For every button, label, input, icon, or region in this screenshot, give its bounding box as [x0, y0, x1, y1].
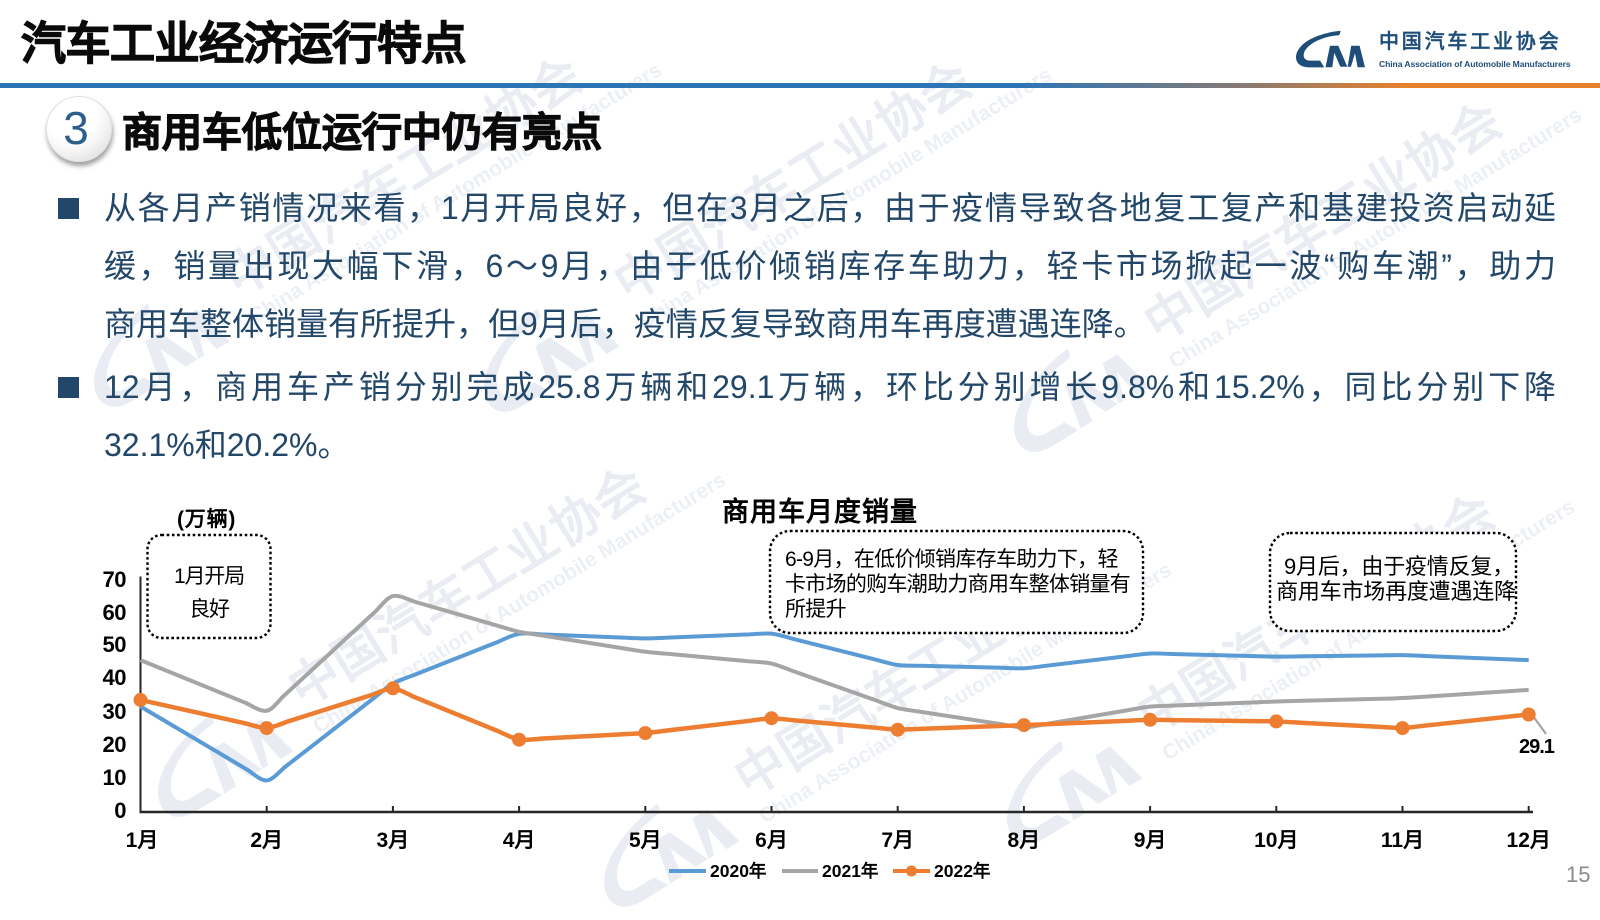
svg-text:30: 30: [103, 699, 127, 724]
svg-text:(万辆): (万辆): [177, 507, 236, 531]
svg-text:3月: 3月: [377, 829, 410, 852]
svg-text:2021年: 2021年: [822, 861, 879, 881]
svg-text:29.1: 29.1: [1519, 736, 1555, 758]
svg-text:7月: 7月: [881, 829, 914, 852]
svg-text:商用车市场再度遭遇连降: 商用车市场再度遭遇连降: [1276, 579, 1516, 604]
svg-text:9月后，由于疫情反复，: 9月后，由于疫情反复，: [1284, 554, 1514, 579]
svg-text:50: 50: [103, 632, 127, 657]
svg-text:商用车月度销量: 商用车月度销量: [722, 496, 918, 527]
svg-text:11月: 11月: [1381, 829, 1424, 852]
svg-text:5月: 5月: [629, 829, 662, 852]
svg-text:1月开局: 1月开局: [174, 565, 244, 588]
svg-text:40: 40: [103, 665, 127, 690]
svg-text:6月: 6月: [755, 829, 788, 852]
svg-text:12月: 12月: [1507, 829, 1551, 852]
svg-text:8月: 8月: [1008, 829, 1041, 852]
svg-text:10: 10: [103, 765, 127, 790]
svg-text:20: 20: [103, 732, 127, 757]
svg-text:10月: 10月: [1254, 829, 1298, 852]
svg-text:良好: 良好: [189, 598, 230, 621]
svg-text:60: 60: [103, 600, 127, 625]
svg-text:2020年: 2020年: [710, 861, 767, 881]
svg-text:9月: 9月: [1134, 829, 1167, 852]
svg-text:6-9月，在低价倾销库存车助力下，轻: 6-9月，在低价倾销库存车助力下，轻: [785, 548, 1118, 571]
svg-text:70: 70: [103, 567, 127, 592]
svg-text:卡市场的购车潮助力商用车整体销量有: 卡市场的购车潮助力商用车整体销量有: [785, 573, 1130, 596]
svg-text:2月: 2月: [250, 829, 283, 852]
svg-text:2022年: 2022年: [934, 861, 991, 881]
svg-text:所提升: 所提升: [785, 598, 846, 621]
svg-text:0: 0: [114, 798, 126, 823]
svg-text:1月: 1月: [126, 829, 159, 852]
svg-text:4月: 4月: [503, 829, 536, 852]
